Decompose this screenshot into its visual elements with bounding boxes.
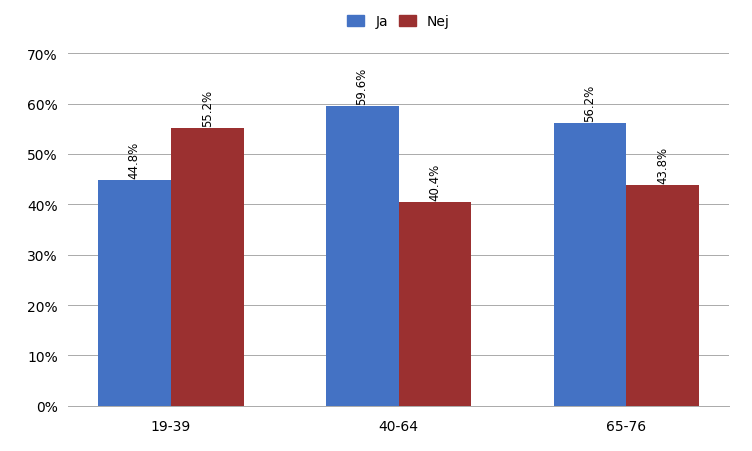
Text: 59.6%: 59.6% (356, 67, 368, 104)
Text: 40.4%: 40.4% (429, 164, 441, 201)
Bar (399, 203, 472, 406)
Text: 44.8%: 44.8% (128, 142, 141, 179)
Bar (626, 186, 699, 406)
Legend: Ja, Nej: Ja, Nej (347, 15, 450, 29)
Bar (553, 124, 626, 406)
Text: 43.8%: 43.8% (656, 147, 669, 184)
Bar (171, 129, 244, 406)
Text: 55.2%: 55.2% (201, 89, 214, 126)
Text: 56.2%: 56.2% (584, 84, 596, 121)
Bar (326, 106, 399, 406)
Bar (98, 181, 171, 406)
